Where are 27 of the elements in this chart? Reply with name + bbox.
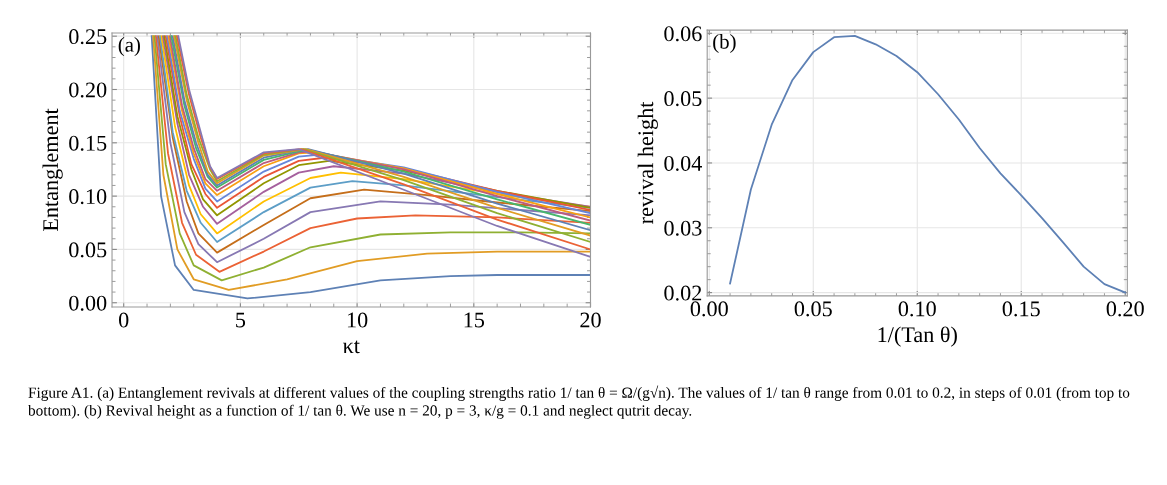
y-tick-label: 0.04 [664, 155, 702, 171]
y-tick-label: 0.02 [664, 285, 702, 301]
y-tick-label: 0.20 [69, 82, 107, 98]
x-tick-label: 0.20 [1106, 301, 1144, 317]
caption: Figure A1. (a) Entanglement revivals at different values of the coupling strengths ratio 1/ tan θ = Ω/(g√n). The values of 1/ tan θ range from 0.01 to 0.2, in steps of 0.01 (from top to bottom). (b) Revival height as a function of 1/ tan θ. We use n = 20, p = 3, κ/g = 0.1 and neglect qutrit decay. [28, 385, 1130, 419]
y-tick-label: 0.05 [69, 242, 107, 258]
annotation: (b) [713, 34, 736, 53]
y-tick-label: 0.06 [664, 26, 702, 42]
x-tick-label: 0 [118, 312, 129, 328]
x-tick-label: 15 [464, 312, 485, 328]
y-axis-title: revival height [637, 101, 658, 224]
y-tick-label: 0.25 [69, 29, 107, 45]
annotation: (a) [118, 37, 140, 56]
y-tick-label: 0.03 [664, 220, 702, 236]
x-tick-label: 0.15 [1002, 301, 1040, 317]
y-axis-title: Entanglement [42, 108, 63, 232]
x-tick-label: 0.05 [794, 301, 832, 317]
x-tick-label: 5 [236, 312, 246, 328]
x-tick-label: 10 [347, 312, 368, 328]
x-axis-title: κt [343, 340, 360, 354]
y-tick-label: 0.05 [664, 91, 702, 107]
x-tick-label: 0.00 [690, 301, 728, 317]
x-axis-title: 1/(Tan θ) [878, 326, 957, 347]
x-tick-label: 20 [580, 312, 601, 328]
x-tick-label: 0.10 [898, 301, 936, 317]
y-tick-label: 0.10 [69, 189, 107, 205]
y-tick-label: 0.15 [69, 135, 107, 151]
